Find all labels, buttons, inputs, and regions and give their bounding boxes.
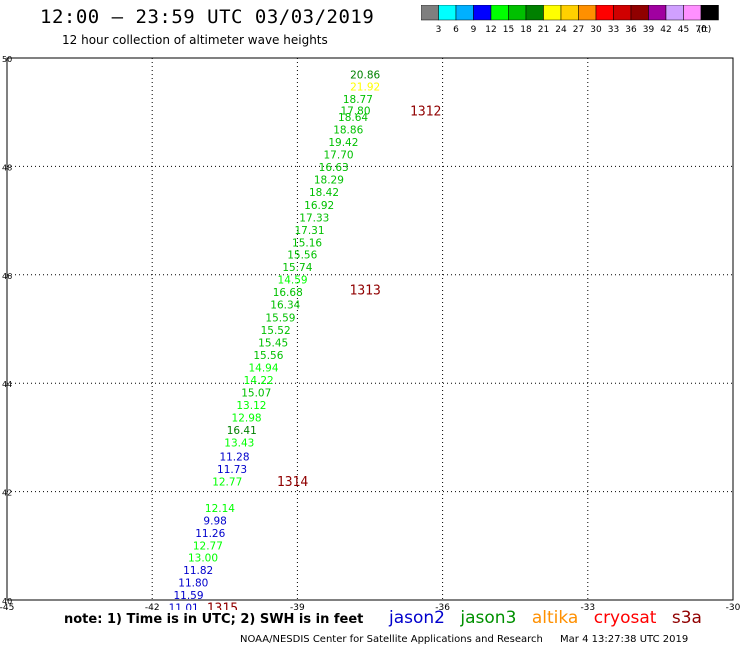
pass-time-label: 1313 [350,283,381,298]
footer: NOAA/NESDIS Center for Satellite Applica… [240,634,702,645]
x-tick-label: -33 [580,603,595,610]
wave-height-point: 18.29 [314,174,344,186]
wave-height-point: 15.45 [258,338,288,350]
satellite-legend: jason2 jason3 altika cryosat s3a [389,608,712,628]
wave-height-point: 13.12 [236,400,266,412]
wave-height-point: 16.41 [227,425,257,437]
legend-altika: altika [531,608,579,628]
wave-height-point: 15.07 [241,387,271,399]
wave-height-point: 13.43 [224,437,254,449]
colorbar-label: 6 [453,25,459,35]
wave-height-point: 14.22 [244,375,274,387]
wave-height-point: 11.73 [217,464,247,476]
y-tick-label: 50 [2,55,12,64]
colorbar-label: 42 [660,25,671,35]
chart-subtitle: 12 hour collection of altimeter wave hei… [62,33,328,47]
colorbar-label: 30 [590,25,602,35]
wave-height-point: 11.28 [219,451,249,463]
units-note: note: 1) Time is in UTC; 2) SWH is in fe… [64,612,364,627]
pass-time-label: 1314 [277,475,308,490]
colorbar-label: 27 [573,25,584,35]
chart-title: 12:00 – 23:59 UTC 03/03/2019 [40,6,375,28]
wave-height-point: 12.14 [205,503,235,515]
y-tick-label: 42 [2,489,12,498]
wave-height-point: 18.42 [309,187,339,199]
wave-height-point: 15.16 [292,237,322,249]
wave-height-point: 11.80 [178,578,208,590]
colorbar-label: 39 [643,25,655,35]
wave-height-point: 9.98 [203,515,226,527]
wave-height-point: 11.82 [183,565,213,577]
legend-jason2: jason2 [389,608,445,628]
color-scale-legend: 3 6 9 12 15 18 21 24 27 30 33 36 39 42 45 70(ft) [421,5,719,35]
legend-cryosat: cryosat [593,608,657,628]
colorbar-unit: (ft) [698,25,712,35]
y-tick-label: 48 [2,163,12,172]
wave-height-point: 12.98 [232,412,262,424]
wave-height-point: 16.34 [270,300,300,312]
wave-height-point: 12.77 [193,540,223,552]
colorbar-label: 36 [625,25,637,35]
x-tick-label: -30 [726,603,740,610]
colorbar-label: 9 [471,25,477,35]
colorbar-label: 3 [436,25,442,35]
colorbar-swatch [700,5,719,21]
wave-height-point: 17.80 [340,106,370,118]
wave-height-point: 14.94 [248,362,278,374]
wave-height-point: 15.74 [282,262,312,274]
plot-frame [6,57,734,601]
wave-height-point: 18.77 [343,94,373,106]
legend-s3a: s3a [671,608,702,628]
pass-time-label: 1315 [207,602,238,610]
footer-agency: NOAA/NESDIS Center for Satellite Applica… [240,634,543,645]
y-tick-label: 44 [2,380,12,389]
colorbar-label: 45 [678,25,689,35]
wave-height-point: 18.64 [338,112,368,124]
wave-height-point: 21.92 [350,82,380,94]
wave-height-point: 11.59 [173,590,203,602]
wave-height-plot: -45 -42 -39 -36 -33 -30 40 42 44 46 48 50 20.8621.92… [0,55,740,610]
wave-height-point: 14.59 [278,275,308,287]
x-tick-label: -36 [435,603,450,610]
wave-height-point: 19.42 [328,137,358,149]
wave-height-point: 11.26 [195,528,225,540]
y-tick-label: 46 [2,272,12,281]
wave-height-point: 17.31 [294,225,324,237]
y-tick-label: 40 [2,597,12,606]
colorbar-label: 15 [503,25,514,35]
wave-height-point: 12.77 [212,476,242,488]
wave-height-point: 15.52 [261,325,291,337]
wave-height-point: 15.56 [287,250,317,262]
pass-time-label: 1312 [410,105,441,120]
colorbar-label: 18 [520,25,532,35]
x-tick-label: -39 [290,603,305,610]
wave-height-point: 18.86 [333,125,363,137]
wave-height-point: 17.33 [299,212,329,224]
x-tick-label: -42 [145,603,160,610]
colorbar-label: 21 [538,25,549,35]
wave-height-point: 16.92 [304,200,334,212]
wave-height-point: 11.01 [169,603,199,610]
footer-timestamp: Mar 4 13:27:38 UTC 2019 [560,634,689,645]
colorbar-label: 33 [608,25,619,35]
colorbar-label: 70 [695,25,707,35]
wave-height-point: 15.56 [253,350,283,362]
wave-height-point: 17.70 [324,149,354,161]
legend-jason3: jason3 [460,608,517,628]
wave-height-point: 15.59 [265,313,295,325]
wave-height-point: 16.63 [319,162,349,174]
colorbar-label: 24 [555,25,567,35]
colorbar-label: 12 [485,25,496,35]
wave-height-point: 16.68 [273,287,303,299]
x-tick-label: -45 [0,603,14,610]
wave-height-point: 20.86 [350,69,380,81]
wave-height-point: 13.00 [188,553,218,565]
